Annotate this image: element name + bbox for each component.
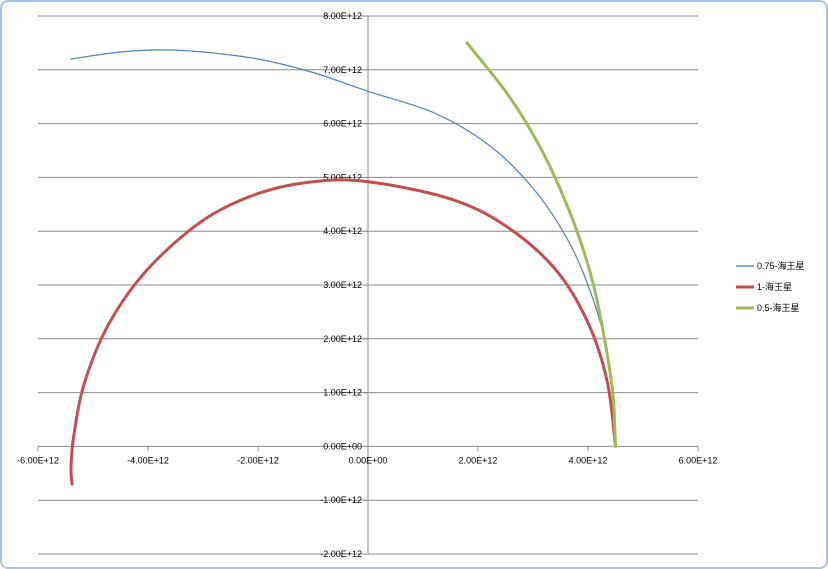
y-tick-label-4: 2.00E+12	[323, 334, 362, 344]
y-tick-labels: -2.00E+12 -1.00E+12 0.00E+00 1.00E+12 2.00E+…	[320, 11, 362, 559]
y-tick-label-8: 6.00E+12	[323, 119, 362, 129]
legend: 0.75-海王星 1-海王星 0.5-海王星	[736, 260, 805, 313]
y-tick-label-6: 4.00E+12	[323, 226, 362, 236]
legend-label-1: 1-海王星	[757, 281, 792, 292]
series-lines	[69, 41, 617, 486]
x-tick-label-4: 2.00E+12	[459, 455, 498, 465]
y-tick-label-5: 3.00E+12	[323, 280, 362, 290]
series-line-2	[465, 41, 617, 448]
x-tick-label-3: 0.00E+00	[349, 455, 388, 465]
x-tick-labels: -6.00E+12 -4.00E+12 -2.00E+12 0.00E+00 2.00E…	[17, 455, 717, 465]
legend-label-0: 0.75-海王星	[757, 260, 805, 271]
y-tick-label-10: 8.00E+12	[323, 11, 362, 21]
y-tick-label-0: -2.00E+12	[320, 549, 362, 559]
y-tick-label-2: 0.00E+00	[323, 441, 362, 451]
legend-label-2: 0.5-海王星	[757, 302, 800, 313]
x-tick-label-5: 4.00E+12	[569, 455, 608, 465]
series-line-1	[69, 178, 617, 486]
y-tick-label-1: -1.00E+12	[320, 495, 362, 505]
x-tick-label-0: -6.00E+12	[17, 455, 59, 465]
x-tick-label-1: -4.00E+12	[127, 455, 169, 465]
x-tick-label-2: -2.00E+12	[237, 455, 279, 465]
axes	[37, 15, 699, 555]
y-tick-label-9: 7.00E+12	[323, 65, 362, 75]
y-tick-label-7: 5.00E+12	[323, 172, 362, 182]
x-tick-label-6: 6.00E+12	[679, 455, 718, 465]
y-tick-label-3: 1.00E+12	[323, 388, 362, 398]
